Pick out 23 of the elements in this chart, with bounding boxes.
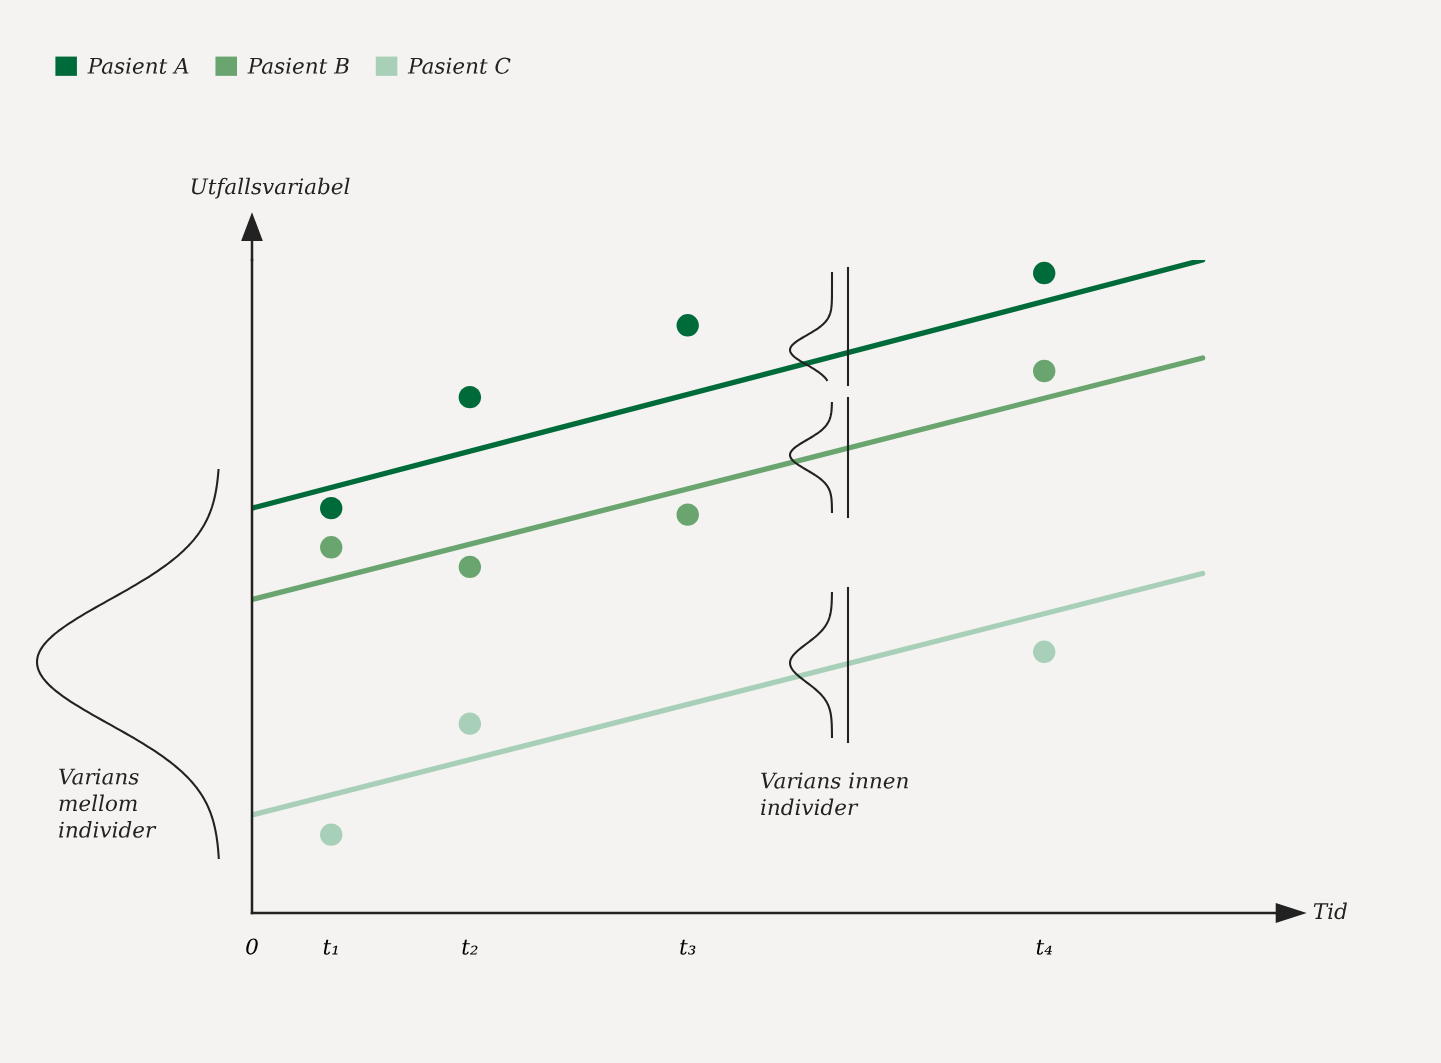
legend-label: Pasient A xyxy=(87,57,189,74)
point xyxy=(676,314,699,337)
point xyxy=(458,712,482,735)
y-axis-title: Utfallsvariabel xyxy=(191,177,350,199)
x-tick-label: t₂ xyxy=(462,939,478,955)
annotation: Varians innen individer xyxy=(761,772,908,816)
legend-label: Pasient C xyxy=(407,57,511,74)
x-tick-label: t₃ xyxy=(680,939,696,955)
x-tick-label: 0 xyxy=(246,938,258,955)
point xyxy=(458,385,482,409)
point xyxy=(1033,640,1056,663)
point xyxy=(1033,359,1056,383)
point xyxy=(320,536,343,559)
point xyxy=(676,503,699,526)
point xyxy=(320,823,343,846)
point xyxy=(320,496,343,520)
legend-label: Pasient B xyxy=(247,57,349,74)
x-axis-title: Tid xyxy=(1313,902,1347,920)
x-tick-label: t₁ xyxy=(323,939,338,955)
point xyxy=(1033,261,1056,285)
point xyxy=(458,555,482,579)
x-tick-label: t₄ xyxy=(1036,939,1052,955)
text: Varians mellom individer xyxy=(59,768,157,838)
